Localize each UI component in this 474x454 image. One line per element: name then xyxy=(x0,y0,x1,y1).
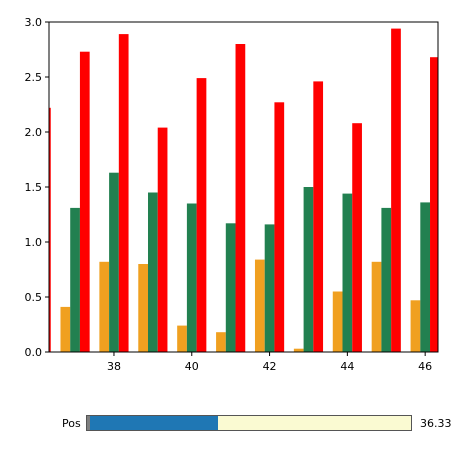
y-tick-label: 0.5 xyxy=(25,291,43,304)
bar-s0-5 xyxy=(254,259,265,352)
bar-s0-7 xyxy=(332,291,343,352)
x-tick-label: 38 xyxy=(107,360,121,373)
bars-group xyxy=(49,28,438,352)
bar-s1-3 xyxy=(186,203,197,352)
y-tick-label: 2.5 xyxy=(25,71,43,84)
y-tick-label: 3.0 xyxy=(25,16,43,29)
y-tick-label: 0.0 xyxy=(25,346,43,359)
bar-s2-6 xyxy=(313,81,324,352)
bar-s1-0 xyxy=(70,207,80,352)
bar-s1-7 xyxy=(342,193,353,352)
bar-s1-2 xyxy=(148,192,158,352)
bar-s1-1 xyxy=(109,172,119,352)
bar-s0-9 xyxy=(410,300,421,352)
slider-fill xyxy=(87,416,219,430)
bar-s1-9 xyxy=(420,202,431,352)
x-tick-label: 42 xyxy=(263,360,277,373)
bar-s0-1 xyxy=(99,261,110,352)
position-slider[interactable] xyxy=(86,415,412,431)
bar-s1-8 xyxy=(381,207,392,352)
bar-s0-3 xyxy=(177,325,187,352)
bar-chart: 0.0 0.5 1.0 1.5 2.0 2.5 3.0 38 40 42 44 46 xyxy=(25,16,439,373)
position-slider-row: Pos 36.33 xyxy=(0,410,474,440)
y-tick-label: 2.0 xyxy=(25,126,43,139)
bar-s2-3 xyxy=(196,78,207,352)
bar-s2-8 xyxy=(391,28,401,352)
slider-handle[interactable] xyxy=(87,416,90,430)
bar-s2-4 xyxy=(235,44,246,352)
bar-s2-2 xyxy=(157,127,168,352)
x-tick-label: 40 xyxy=(185,360,199,373)
bar-s1-4 xyxy=(225,223,236,352)
slider-label: Pos xyxy=(62,417,81,430)
x-axis: 38 40 42 44 46 xyxy=(107,352,432,373)
slider-value: 36.33 xyxy=(420,417,452,430)
bar-s2-9 xyxy=(430,57,438,352)
bar-s0-8 xyxy=(371,261,382,352)
bar-s0-4 xyxy=(216,332,226,352)
y-tick-label: 1.0 xyxy=(25,236,43,249)
y-axis: 0.0 0.5 1.0 1.5 2.0 2.5 3.0 xyxy=(25,16,49,359)
x-tick-label: 46 xyxy=(418,360,432,373)
bar-partial-left xyxy=(49,107,51,352)
bar-s2-0 xyxy=(79,51,90,352)
bar-s2-1 xyxy=(118,34,129,352)
bar-s2-7 xyxy=(352,123,362,352)
bar-s1-5 xyxy=(264,224,275,352)
bar-s1-6 xyxy=(303,187,314,352)
bar-s0-0 xyxy=(60,306,71,352)
bar-s0-6 xyxy=(293,348,304,352)
x-tick-label: 44 xyxy=(340,360,354,373)
y-tick-label: 1.5 xyxy=(25,181,43,194)
bar-s2-5 xyxy=(274,102,285,352)
bar-s0-2 xyxy=(138,264,149,352)
